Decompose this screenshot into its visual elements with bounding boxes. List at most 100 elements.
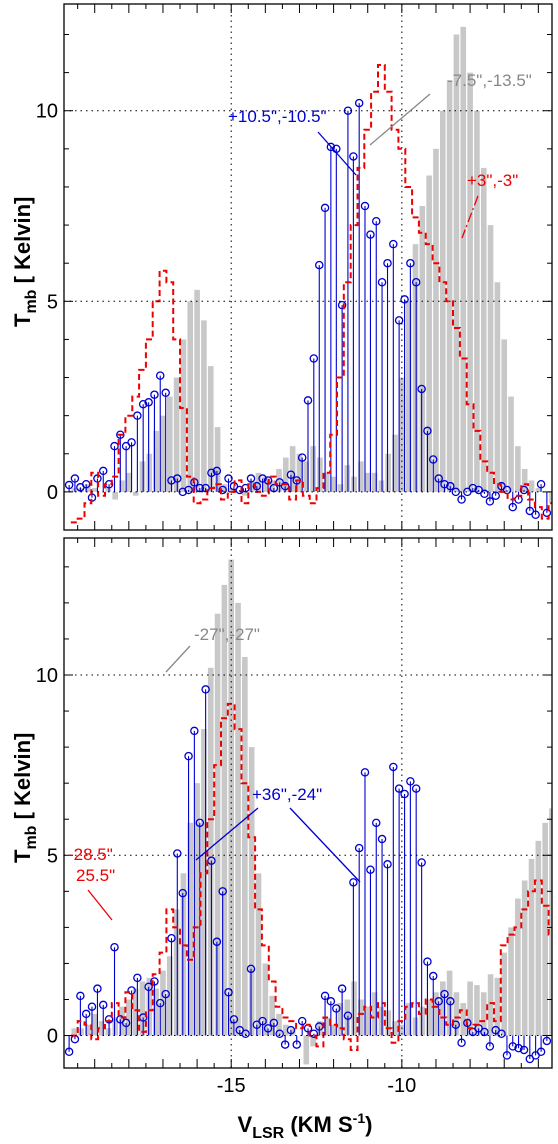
gray-bar: [276, 1013, 282, 1036]
blue-point: [372, 818, 381, 828]
gray-bar: [508, 927, 514, 1036]
blue-point: [457, 1038, 466, 1048]
blue-point: [400, 295, 409, 304]
gray-bar: [248, 747, 255, 1036]
gray-bar: [146, 453, 153, 492]
x-label-superscript: -1: [353, 1110, 366, 1126]
gray-bar: [207, 366, 214, 492]
gray-bar: [419, 1006, 426, 1036]
blue-point: [366, 865, 375, 874]
blue-point: [207, 468, 216, 478]
y-label-units: [ Kelvin]: [10, 733, 35, 826]
gray-bar: [371, 472, 378, 492]
gray-bar: [337, 1003, 344, 1036]
gray-bar: [221, 584, 228, 1036]
blue-point: [440, 989, 449, 999]
gray-bar: [201, 320, 207, 492]
gray-bar: [412, 1017, 419, 1036]
gray-bar: [248, 480, 255, 492]
y-label-subscript: mb: [23, 825, 40, 849]
blue-point: [297, 1016, 307, 1026]
gray-bar: [337, 484, 344, 492]
blue-point: [389, 762, 398, 772]
blue-point: [155, 371, 165, 380]
gray-bar: [235, 602, 241, 1036]
blue-point: [309, 354, 319, 363]
x-label-close: ): [365, 1112, 372, 1137]
gray-bar: [385, 453, 392, 492]
blue-point: [463, 1018, 472, 1028]
gray-bar: [351, 981, 357, 1036]
blue-point: [508, 1042, 518, 1051]
gray-bar: [439, 110, 446, 492]
gray-bar: [330, 1024, 337, 1036]
blue-point: [491, 491, 500, 500]
gray-bar: [549, 491, 552, 504]
gray-bar: [501, 339, 508, 492]
gray-bar: [303, 461, 310, 492]
gray-bar: [419, 206, 426, 492]
blue-point: [383, 860, 392, 869]
blue-point: [337, 300, 347, 310]
blue-point: [184, 751, 193, 761]
annotation-label: -27",-27": [194, 625, 260, 644]
gray-bar: [126, 472, 132, 492]
gray-bar: [433, 992, 439, 1036]
blue-point: [332, 1004, 341, 1013]
blue-point: [110, 441, 119, 451]
blue-point: [64, 480, 74, 490]
blue-point: [212, 937, 222, 947]
gray-bar: [330, 476, 337, 492]
blue-point: [70, 474, 80, 483]
blue-point: [542, 1036, 552, 1046]
blue-point: [286, 470, 296, 479]
gray-bar: [446, 80, 453, 492]
blue-point: [417, 858, 426, 867]
gray-bar: [283, 457, 289, 492]
blue-point: [377, 834, 387, 844]
blue-point: [468, 483, 478, 493]
blue-point: [241, 1029, 250, 1038]
blue-point: [360, 201, 370, 211]
blue-point: [434, 997, 443, 1006]
gray-bar: [173, 909, 180, 1036]
gray-bar: [262, 963, 269, 1036]
blue-point: [400, 789, 409, 799]
blue-point: [190, 726, 199, 736]
blue-point: [184, 485, 193, 495]
gray-bar: [296, 453, 303, 492]
blue-point: [320, 991, 330, 1001]
gray-bar: [71, 488, 78, 492]
gray-bar: [392, 1021, 398, 1036]
blue-point: [195, 483, 205, 493]
y-tick-label: 10: [36, 665, 58, 687]
gray-bar: [303, 1035, 310, 1065]
blue-point: [434, 474, 443, 483]
annotation-label: 25.5": [76, 866, 115, 885]
gray-bar: [392, 434, 398, 492]
blue-point: [218, 887, 227, 896]
y-label-symbol: T: [10, 313, 35, 327]
gray-bar: [528, 480, 535, 492]
gray-bar: [317, 457, 323, 492]
blue-point: [144, 982, 153, 992]
blue-point: [218, 485, 227, 495]
gray-bar: [126, 999, 132, 1036]
y-tick-label: 10: [36, 101, 58, 123]
blue-point: [235, 485, 244, 495]
blue-point: [366, 230, 375, 239]
blue-point: [536, 480, 546, 489]
blue-point: [423, 426, 432, 436]
x-label-subscript: LSR: [252, 1125, 284, 1142]
x-label-units: (KM S: [284, 1112, 352, 1137]
gray-bar: [85, 1024, 91, 1036]
gray-bar: [358, 999, 364, 1036]
gray-bar: [528, 858, 535, 1036]
blue-point: [389, 239, 398, 249]
gray-bar: [242, 491, 248, 496]
gray-bar: [467, 981, 473, 1036]
blue-point: [81, 480, 91, 489]
gray-bar: [201, 729, 207, 1036]
gray-bar: [119, 1006, 125, 1036]
blue-point: [394, 316, 404, 325]
